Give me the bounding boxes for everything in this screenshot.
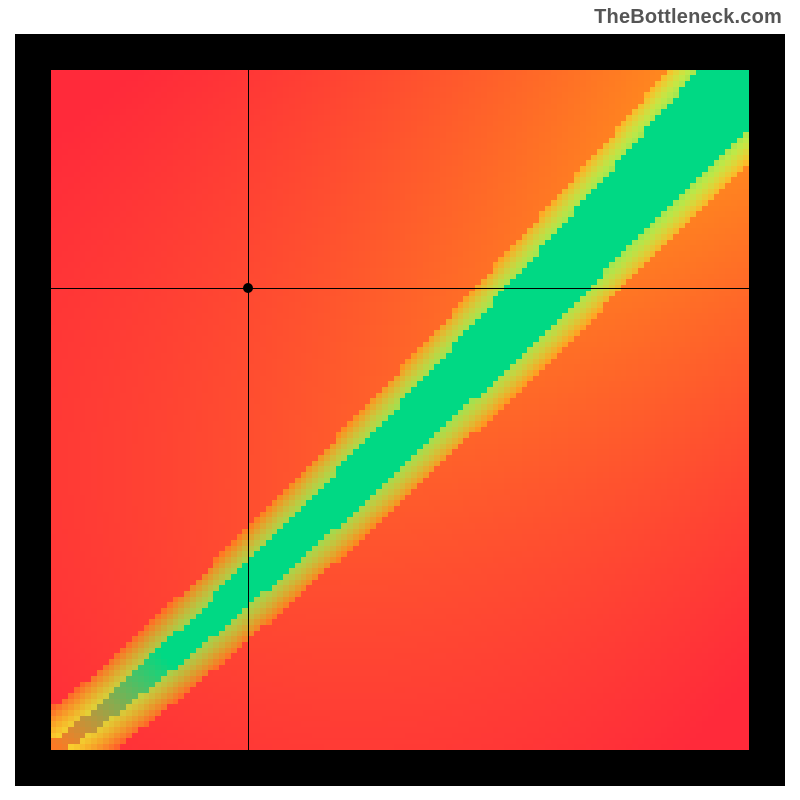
crosshair-vertical (248, 70, 249, 750)
chart-plot-area (51, 70, 749, 750)
crosshair-horizontal (51, 288, 749, 289)
crosshair-marker (243, 283, 253, 293)
watermark-text: TheBottleneck.com (594, 6, 782, 29)
chart-outer-frame (15, 34, 785, 786)
bottleneck-heatmap (51, 70, 749, 750)
